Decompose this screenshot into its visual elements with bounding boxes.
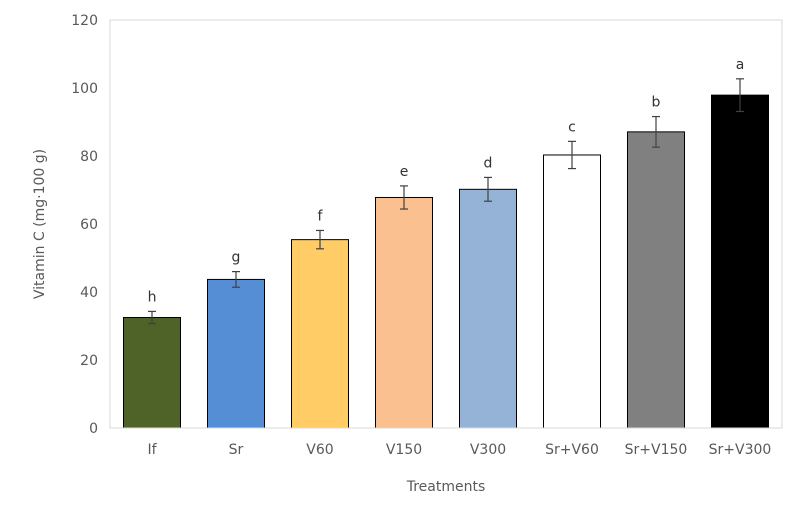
x-tick-label: V150 <box>386 442 422 458</box>
significance-label: a <box>736 57 745 73</box>
significance-label: g <box>232 250 241 266</box>
x-tick-label: Sr <box>229 442 244 458</box>
y-axis-title: Vitamin C (mg·100 g) <box>32 149 48 299</box>
y-tick-label: 100 <box>71 81 98 97</box>
bar-v300 <box>459 188 517 429</box>
significance-label: c <box>568 119 576 135</box>
significance-label: h <box>148 289 157 305</box>
error-bar <box>736 78 744 113</box>
y-tick-label: 20 <box>80 353 98 369</box>
x-tick-label: If <box>147 442 157 458</box>
error-bar <box>568 140 576 170</box>
bars <box>123 94 769 429</box>
x-tick-label: V300 <box>470 442 506 458</box>
y-axis-ticks: 0 20 40 60 80 100 120 <box>71 13 98 437</box>
error-bar <box>484 176 492 202</box>
error-bar <box>652 115 660 148</box>
x-axis-title: Treatments <box>406 479 486 495</box>
significance-label: b <box>652 95 661 111</box>
y-tick-label: 120 <box>71 13 98 29</box>
bar-sr <box>207 278 265 429</box>
error-bar <box>316 229 324 250</box>
x-tick-label: Sr+V150 <box>625 442 688 458</box>
bar-sr-v60 <box>543 154 601 429</box>
y-tick-label: 40 <box>80 285 98 301</box>
x-tick-label: V60 <box>306 442 333 458</box>
bar-sr-v150 <box>627 131 685 429</box>
significance-label: d <box>484 155 493 171</box>
significance-label: e <box>400 164 409 180</box>
error-bar <box>148 310 156 325</box>
error-bar <box>232 271 240 288</box>
x-axis-ticks: If Sr V60 V150 V300 Sr+V60 Sr+V150 Sr+V300 <box>147 442 771 458</box>
x-tick-label: Sr+V60 <box>545 442 599 458</box>
y-tick-label: 60 <box>80 217 98 233</box>
bar-v60 <box>291 239 349 429</box>
y-tick-label: 0 <box>89 421 98 437</box>
error-bars <box>148 78 744 325</box>
y-tick-label: 80 <box>80 149 98 165</box>
significance-label: f <box>318 208 324 224</box>
bar-if <box>123 317 181 429</box>
significance-labels: h g f e d c b a <box>148 57 745 306</box>
error-bar <box>400 185 408 210</box>
bar-v150 <box>375 196 433 429</box>
bar-sr-v300 <box>711 94 769 429</box>
x-tick-label: Sr+V300 <box>709 442 772 458</box>
